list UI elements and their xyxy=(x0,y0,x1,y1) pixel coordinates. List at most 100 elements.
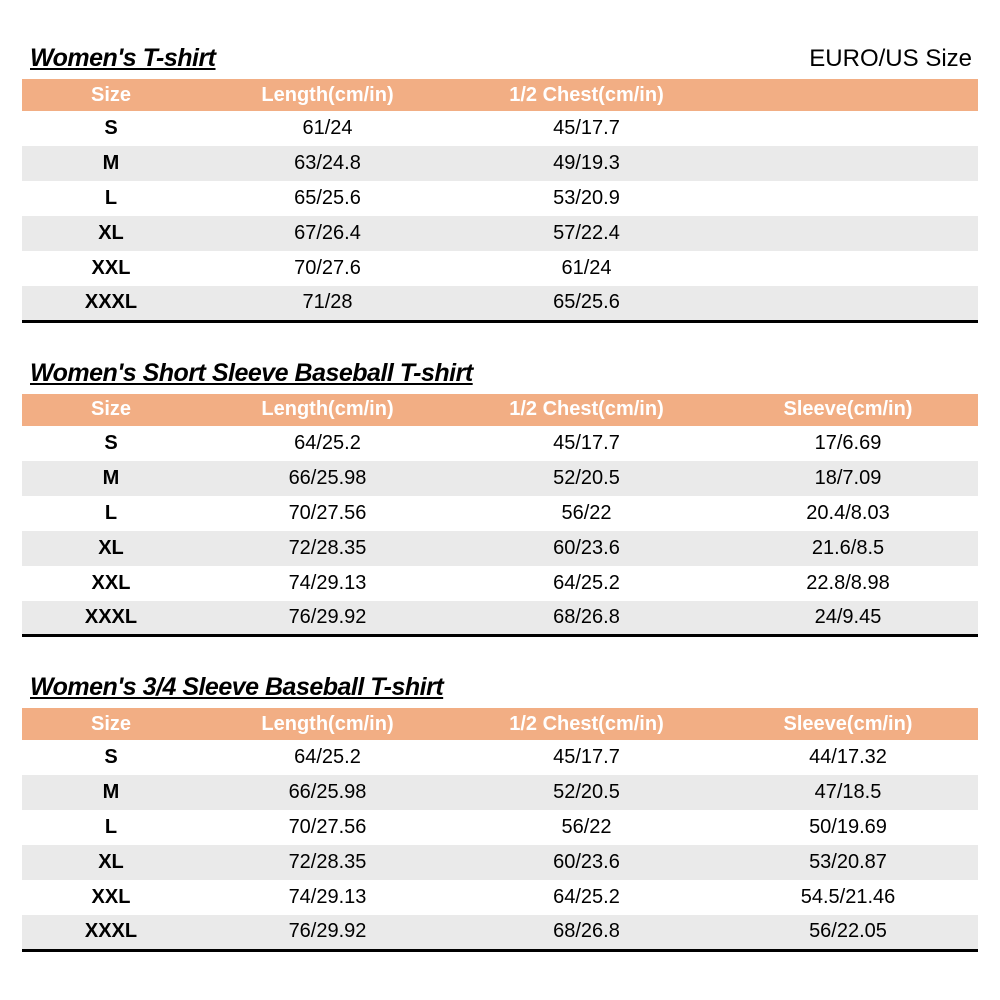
chest-cell: 52/20.5 xyxy=(553,781,620,803)
column-header-sleeve: Sleeve(cm/in) xyxy=(718,708,978,740)
length-cell: 70/27.56 xyxy=(288,816,367,838)
table-title-three-quarter-sleeve-baseball: Women's 3/4 Sleeve Baseball T-shirt xyxy=(30,673,444,701)
size-cell: XXL xyxy=(91,257,131,279)
column-header-empty xyxy=(718,79,978,111)
column-header-length: Length(cm/in) xyxy=(200,79,455,111)
chest-cell: 57/22.4 xyxy=(553,222,620,244)
chest-cell: 60/23.6 xyxy=(553,536,620,559)
chest-cell: 56/22 xyxy=(561,501,612,524)
size-table-womens-tshirt: Size Length(cm/in) 1/2 Chest(cm/in) S 61… xyxy=(22,79,978,323)
title-row: Women's T-shirt EURO/US Size xyxy=(30,44,972,73)
header-row: Size Length(cm/in) 1/2 Chest(cm/in) Slee… xyxy=(22,393,978,426)
table-row: XL 72/28.35 60/23.6 21.6/8.5 xyxy=(22,530,978,566)
table-row: XXXL 76/29.92 68/26.8 24/9.45 xyxy=(22,600,978,636)
size-table-three-quarter-sleeve-baseball: Size Length(cm/in) 1/2 Chest(cm/in) Slee… xyxy=(22,708,978,952)
header-row: Size Length(cm/in) 1/2 Chest(cm/in) xyxy=(22,79,978,111)
chest-cell: 45/17.7 xyxy=(553,431,620,454)
size-cell: L xyxy=(104,187,118,209)
sleeve-cell: 18/7.09 xyxy=(814,466,882,489)
column-header-chest: 1/2 Chest(cm/in) xyxy=(455,79,718,111)
sleeve-cell: 56/22.05 xyxy=(809,920,887,943)
euro-us-size-label: EURO/US Size xyxy=(809,45,972,72)
table-row: M 66/25.98 52/20.5 18/7.09 xyxy=(22,460,978,496)
sleeve-cell: 50/19.69 xyxy=(809,816,887,838)
length-cell: 67/26.4 xyxy=(294,222,361,244)
length-cell: 63/24.8 xyxy=(294,152,361,174)
table-row: L 70/27.56 56/22 50/19.69 xyxy=(22,810,978,845)
length-cell: 74/29.13 xyxy=(288,886,367,908)
size-cell: XL xyxy=(98,222,124,244)
length-cell: 70/27.6 xyxy=(294,257,361,279)
size-cell: XXL xyxy=(91,886,131,908)
length-cell: 66/25.98 xyxy=(288,466,367,489)
table-title-womens-tshirt: Women's T-shirt xyxy=(30,44,216,72)
empty-cell xyxy=(718,286,978,321)
chest-cell: 53/20.9 xyxy=(553,187,620,209)
sleeve-cell: 44/17.32 xyxy=(809,746,887,768)
table-row: L 65/25.6 53/20.9 xyxy=(22,181,978,216)
length-cell: 72/28.35 xyxy=(288,536,367,559)
sleeve-cell: 22.8/8.98 xyxy=(806,571,890,594)
size-cell: S xyxy=(104,117,118,139)
chest-cell: 45/17.7 xyxy=(553,117,620,139)
size-cell: S xyxy=(104,746,118,768)
length-cell: 71/28 xyxy=(302,291,353,314)
empty-cell xyxy=(718,146,978,181)
chest-cell: 52/20.5 xyxy=(553,466,620,489)
size-table-short-sleeve-baseball: Size Length(cm/in) 1/2 Chest(cm/in) Slee… xyxy=(22,393,978,637)
size-cell: XXXL xyxy=(84,920,138,943)
chest-cell: 68/26.8 xyxy=(553,920,620,943)
table-row: M 66/25.98 52/20.5 47/18.5 xyxy=(22,775,978,810)
empty-cell xyxy=(718,111,978,146)
size-cell: XXL xyxy=(91,571,131,594)
sleeve-cell: 54.5/21.46 xyxy=(800,886,896,908)
empty-cell xyxy=(718,181,978,216)
length-cell: 64/25.2 xyxy=(294,431,361,454)
length-cell: 70/27.56 xyxy=(288,501,367,524)
column-header-length: Length(cm/in) xyxy=(200,708,455,740)
size-cell: XL xyxy=(98,851,124,873)
empty-cell xyxy=(718,251,978,286)
sleeve-cell: 21.6/8.5 xyxy=(811,536,885,559)
sleeve-cell: 24/9.45 xyxy=(814,605,882,628)
chest-cell: 64/25.2 xyxy=(553,886,620,908)
table-row: XL 72/28.35 60/23.6 53/20.87 xyxy=(22,845,978,880)
column-header-chest: 1/2 Chest(cm/in) xyxy=(455,393,718,426)
table-row: L 70/27.56 56/22 20.4/8.03 xyxy=(22,496,978,531)
size-cell: XL xyxy=(98,536,124,559)
table-row: XXXL 76/29.92 68/26.8 56/22.05 xyxy=(22,915,978,950)
table-row: S 64/25.2 45/17.7 17/6.69 xyxy=(22,426,978,461)
size-cell: M xyxy=(102,466,120,489)
length-cell: 65/25.6 xyxy=(294,187,361,209)
size-cell: XXXL xyxy=(84,291,138,314)
sleeve-cell: 20.4/8.03 xyxy=(806,501,890,524)
section-three-quarter-sleeve-baseball: Women's 3/4 Sleeve Baseball T-shirt Size… xyxy=(0,673,1000,952)
title-row: Women's 3/4 Sleeve Baseball T-shirt xyxy=(30,673,972,702)
table-row: M 63/24.8 49/19.3 xyxy=(22,146,978,181)
length-cell: 64/25.2 xyxy=(294,746,361,768)
chest-cell: 68/26.8 xyxy=(553,605,620,628)
section-womens-tshirt: Women's T-shirt EURO/US Size Size Length… xyxy=(0,44,1000,323)
column-header-size: Size xyxy=(22,708,200,740)
size-cell: XXXL xyxy=(84,605,138,628)
table-row: XXL 74/29.13 64/25.2 22.8/8.98 xyxy=(22,566,978,601)
length-cell: 61/24 xyxy=(302,117,353,139)
table-row: XL 67/26.4 57/22.4 xyxy=(22,216,978,251)
column-header-chest: 1/2 Chest(cm/in) xyxy=(455,708,718,740)
column-header-length: Length(cm/in) xyxy=(200,393,455,426)
table-title-short-sleeve-baseball: Women's Short Sleeve Baseball T-shirt xyxy=(30,358,473,387)
section-short-sleeve-baseball: Women's Short Sleeve Baseball T-shirt Si… xyxy=(0,358,1000,637)
column-header-sleeve: Sleeve(cm/in) xyxy=(718,393,978,426)
empty-cell xyxy=(718,216,978,251)
chest-cell: 60/23.6 xyxy=(553,851,620,873)
size-cell: L xyxy=(104,501,118,524)
chest-cell: 65/25.6 xyxy=(553,291,620,314)
size-cell: S xyxy=(104,431,118,454)
header-row: Size Length(cm/in) 1/2 Chest(cm/in) Slee… xyxy=(22,708,978,740)
length-cell: 72/28.35 xyxy=(288,851,367,873)
table-row: XXXL 71/28 65/25.6 xyxy=(22,286,978,321)
chest-cell: 45/17.7 xyxy=(553,746,620,768)
length-cell: 74/29.13 xyxy=(288,571,367,594)
chest-cell: 64/25.2 xyxy=(553,571,620,594)
